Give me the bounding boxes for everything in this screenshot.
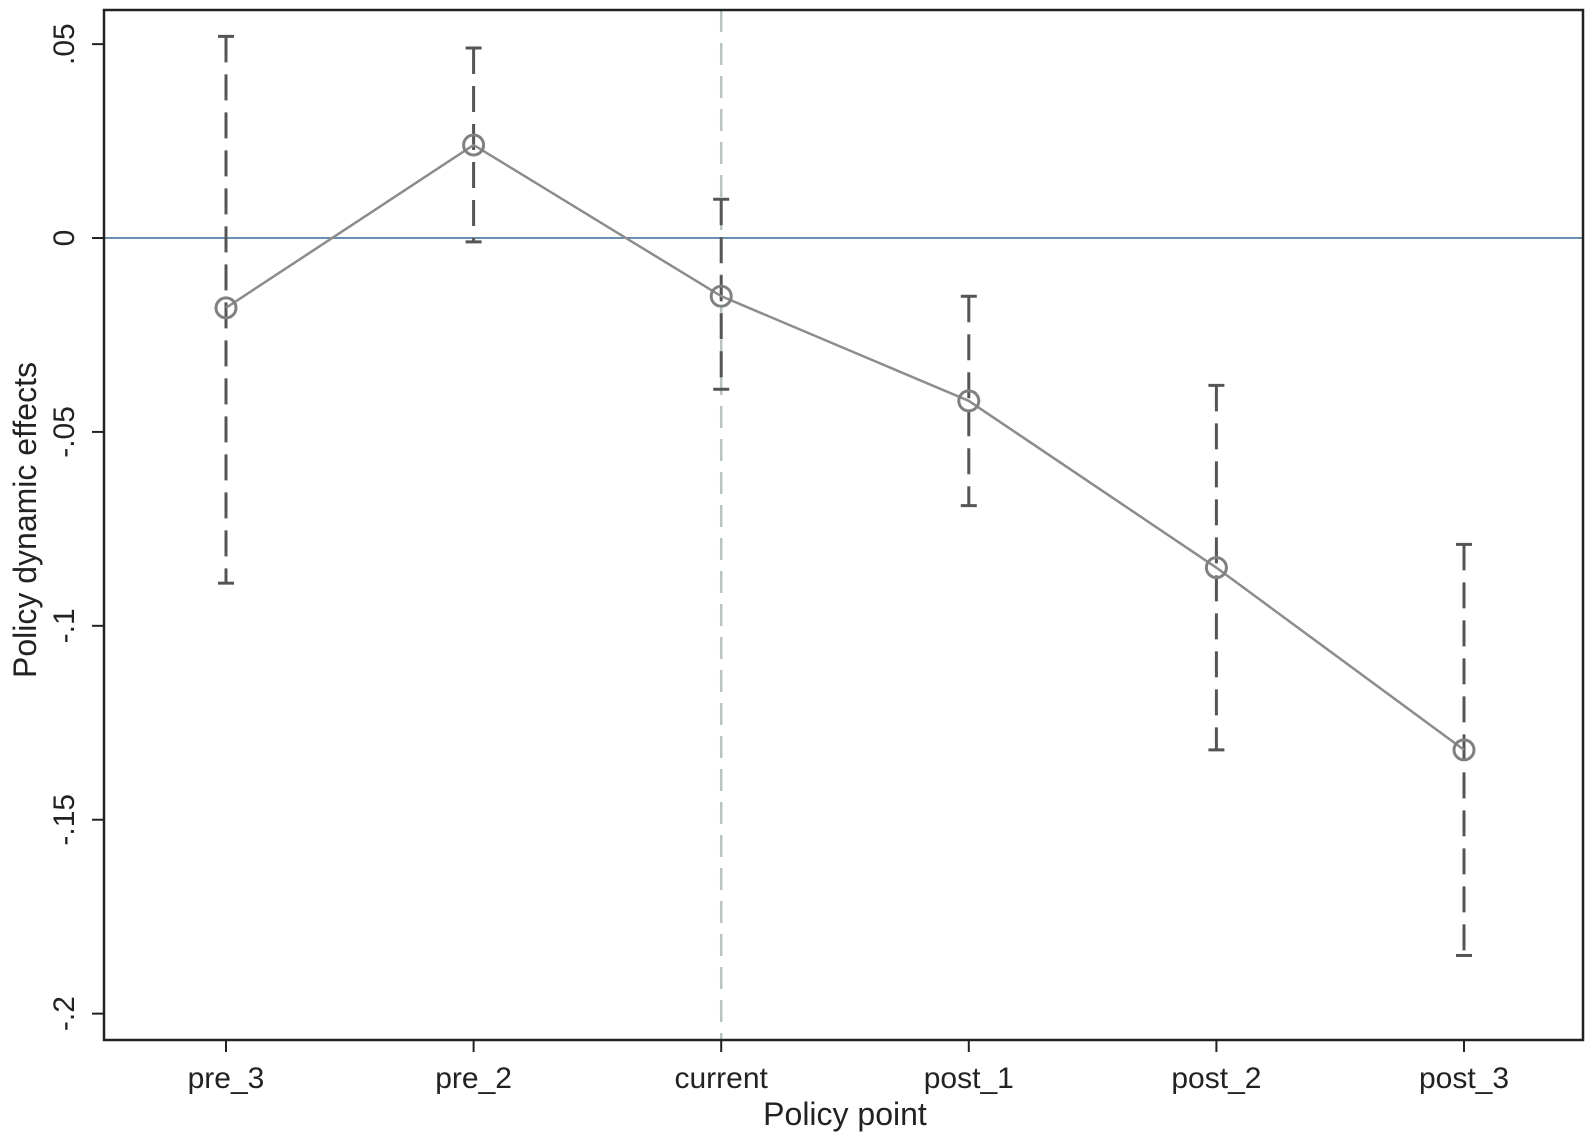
data-point-post_2 (1204, 556, 1228, 580)
x-tick-label: post_3 (1419, 1062, 1509, 1095)
confidence-intervals (218, 34, 1472, 957)
x-tick-label: current (675, 1062, 769, 1095)
axes: .05 0 -.05 -.1 -.15 -.2 pre_3 pre_2 current post_… (48, 8, 1585, 1095)
series-line (225, 143, 1465, 751)
y-tick-label: -.1 (48, 608, 81, 643)
x-tick-label: pre_3 (188, 1062, 265, 1095)
data-points (214, 133, 1476, 762)
x-tick-label: post_1 (924, 1062, 1014, 1095)
reference-lines (104, 10, 1583, 1040)
series-line-group (225, 143, 1465, 751)
y-tick-label: -.05 (48, 406, 81, 458)
x-axis-title: Policy point (763, 1096, 927, 1132)
y-tick-label: 0 (48, 230, 81, 247)
data-point-post_3 (1452, 738, 1476, 762)
data-point-post_1 (957, 389, 981, 413)
data-point-current (709, 284, 733, 308)
y-tick-label: .05 (48, 23, 81, 65)
y-axis-title: Policy dynamic effects (7, 362, 43, 678)
plot-frame (102, 8, 1585, 1042)
y-tick-label: -.15 (48, 794, 81, 846)
y-tick-label: -.2 (48, 996, 81, 1031)
x-tick-label: post_2 (1171, 1062, 1261, 1095)
data-point-pre_2 (462, 133, 486, 157)
data-point-pre_3 (214, 296, 238, 320)
x-tick-label: pre_2 (435, 1062, 512, 1095)
